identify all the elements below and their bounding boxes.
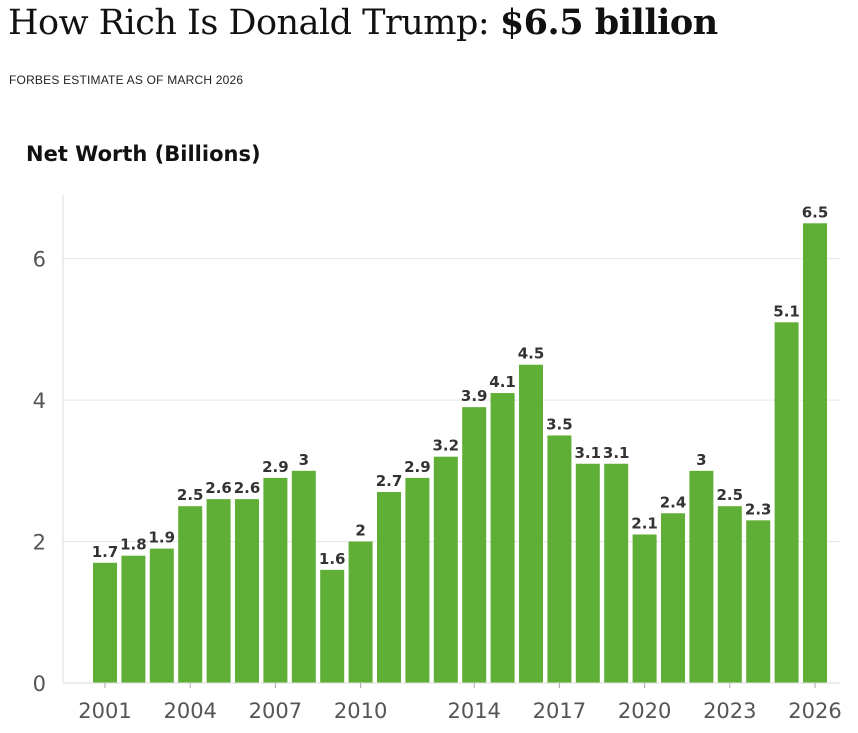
bar (320, 569, 345, 683)
bar-value-label: 4.5 (518, 345, 545, 363)
bar-value-label: 3 (696, 451, 706, 469)
bar-value-label: 2.1 (631, 514, 658, 532)
bar (803, 223, 827, 683)
bar (206, 499, 231, 683)
bar-value-label: 2 (355, 522, 365, 540)
bar (263, 477, 288, 683)
y-tick-label: 6 (33, 248, 46, 272)
bar (519, 364, 543, 683)
x-tick-label: 2007 (249, 699, 302, 723)
x-tick-label: 2010 (334, 699, 387, 723)
bar-value-label: 3.5 (546, 415, 573, 433)
y-tick-label: 0 (33, 672, 46, 696)
bar-value-label: 1.9 (149, 529, 176, 547)
bar-value-label: 3.1 (603, 444, 630, 462)
bar-value-label: 5.1 (773, 302, 800, 320)
bar (547, 435, 572, 683)
bar-value-label: 3.9 (461, 387, 488, 405)
bar-value-label: 1.7 (92, 543, 119, 561)
bar-value-label: 6.5 (802, 203, 829, 221)
bar (93, 562, 117, 683)
estimate-date: FORBES ESTIMATE AS OF MARCH 2026 (9, 73, 244, 87)
x-tick-label: 2004 (163, 699, 216, 723)
bar (462, 407, 487, 683)
bar (178, 506, 203, 683)
net-worth-amount: $6.5 billion (499, 2, 718, 43)
bar (717, 506, 742, 683)
bar-value-label: 4.1 (489, 373, 516, 391)
x-tick-label: 2020 (618, 699, 671, 723)
y-tick-label: 2 (33, 531, 46, 555)
bar (235, 499, 259, 683)
bar (689, 470, 714, 683)
bar (121, 555, 146, 683)
y-tick-label: 4 (33, 389, 46, 413)
x-tick-label: 2023 (703, 699, 756, 723)
x-tick-label: 2017 (533, 699, 586, 723)
bar-value-label: 3.1 (575, 444, 602, 462)
x-tick-label: 2001 (78, 699, 131, 723)
bar (348, 541, 373, 683)
bar-value-label: 2.6 (234, 479, 261, 497)
page-title: How Rich Is Donald Trump: $6.5 billion (8, 2, 718, 43)
bar (604, 463, 629, 683)
x-tick-label: 2026 (788, 699, 841, 723)
bar-value-label: 2.9 (404, 458, 431, 476)
bar-value-label: 2.5 (177, 486, 204, 504)
bar (632, 534, 657, 683)
bar-value-label: 2.5 (717, 486, 744, 504)
bar (490, 393, 515, 683)
bar (149, 548, 174, 683)
chart-title: Net Worth (Billions) (26, 142, 261, 166)
bar (291, 470, 316, 683)
bar (774, 322, 799, 683)
bar-value-label: 2.6 (205, 479, 232, 497)
bar-value-label: 2.7 (376, 472, 403, 490)
bar (575, 463, 600, 683)
title-prefix: How Rich Is Donald Trump: (8, 3, 490, 43)
bar (405, 477, 430, 683)
bar-value-label: 2.3 (745, 500, 772, 518)
bar-value-label: 1.8 (120, 536, 147, 554)
bar (433, 456, 458, 683)
bar-value-label: 3 (299, 451, 309, 469)
bar-value-label: 2.4 (660, 493, 687, 511)
x-tick-label: 2014 (447, 699, 500, 723)
bar-value-label: 3.2 (433, 437, 460, 455)
bar (377, 492, 401, 683)
bar-value-label: 1.6 (319, 550, 346, 568)
bar (661, 513, 685, 683)
bar-value-label: 2.9 (262, 458, 289, 476)
bar (746, 520, 771, 683)
